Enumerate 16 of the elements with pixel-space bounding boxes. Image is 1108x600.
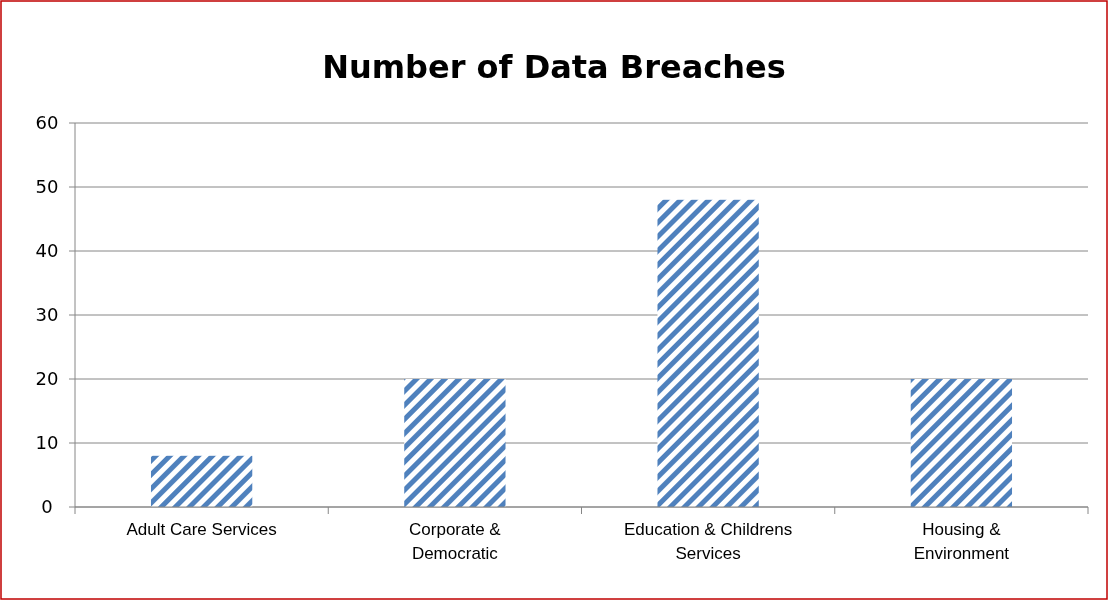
y-tick-label: 50 xyxy=(35,176,59,198)
y-tick-label: 10 xyxy=(35,432,59,454)
x-tick-label: Housing & Environment xyxy=(913,520,1010,563)
y-tick-label: 20 xyxy=(35,368,59,390)
y-tick-label: 40 xyxy=(35,240,59,262)
x-tick-label: Adult Care Services xyxy=(126,520,277,539)
bar xyxy=(150,455,253,507)
bar xyxy=(657,199,759,507)
bar xyxy=(910,379,1013,507)
y-tick-label: 30 xyxy=(35,304,59,326)
y-tick-label: 0 xyxy=(41,496,53,518)
x-tick-label: Corporate & Democratic xyxy=(409,520,502,563)
x-tick-label: Education & Childrens Services xyxy=(624,520,793,563)
chart-title: Number of Data Breaches xyxy=(322,48,786,86)
y-tick-label: 60 xyxy=(35,112,59,134)
bar xyxy=(404,379,506,507)
